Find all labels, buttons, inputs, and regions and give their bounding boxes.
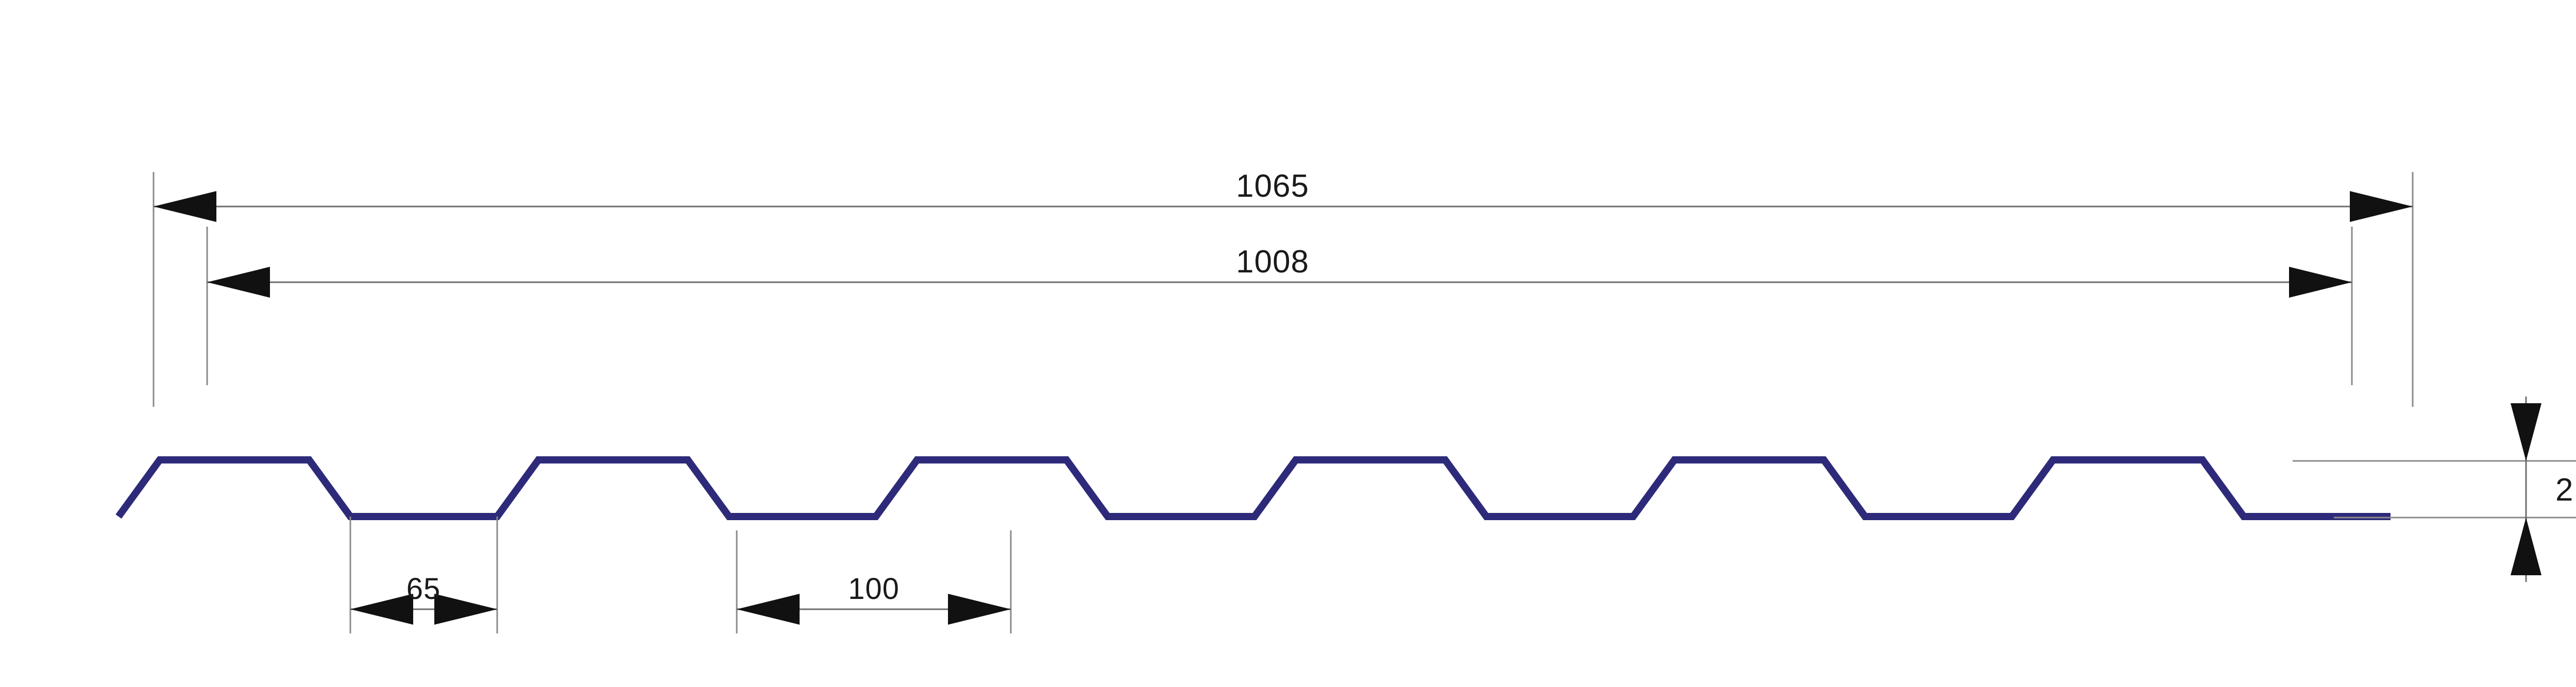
arrow-overall-left bbox=[154, 191, 216, 222]
arrow-height-top bbox=[2511, 403, 2541, 461]
dim-label-rib-pitch: 100 bbox=[848, 572, 900, 606]
dimension-overall-width: 1065 bbox=[154, 164, 2413, 222]
dim-text-bg-overall bbox=[1200, 164, 1345, 205]
arrow-trough-left bbox=[350, 594, 413, 625]
dim-text-bg-useful bbox=[1200, 239, 1345, 281]
arrow-useful-left bbox=[207, 267, 270, 298]
dimension-trough-width: 65 bbox=[349, 517, 498, 633]
top-extension-lines bbox=[152, 172, 2414, 407]
arrow-overall-right bbox=[2350, 191, 2413, 222]
dim-label-useful-width: 1008 bbox=[1236, 244, 1309, 280]
arrow-pitch-right bbox=[948, 594, 1011, 625]
dimension-rib-pitch: 100 bbox=[736, 530, 1012, 633]
arrow-pitch-left bbox=[737, 594, 800, 625]
dim-label-trough-width: 65 bbox=[406, 572, 441, 606]
dim-label-overall-width: 1065 bbox=[1236, 168, 1309, 204]
dimension-profile-height: 21 мм bbox=[2293, 397, 2576, 582]
arrow-height-bottom bbox=[2511, 518, 2541, 575]
dim-label-profile-height: 21 мм bbox=[2555, 472, 2576, 508]
dimension-useful-width: 1008 bbox=[207, 239, 2352, 298]
arrow-useful-right bbox=[2289, 267, 2352, 298]
arrow-trough-right bbox=[434, 594, 497, 625]
